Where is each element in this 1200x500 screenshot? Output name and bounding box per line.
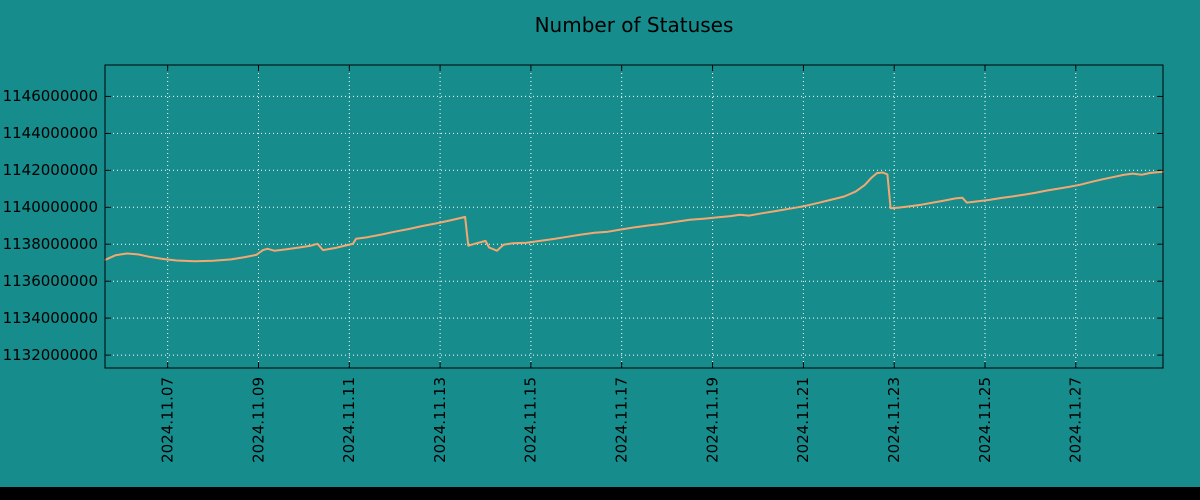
x-tick-label: 2024.11.23 xyxy=(885,377,903,463)
statuses-line-chart: Number of Statuses 2024.11.07 2024.11.09 2… xyxy=(3,13,1164,463)
y-tick-label: 1144000000 xyxy=(3,124,98,142)
x-tick-label: 2024.11.15 xyxy=(522,377,540,463)
statuses-series-line xyxy=(104,170,1164,263)
y-tick-label: 1146000000 xyxy=(3,87,98,105)
x-axis-labels: 2024.11.07 2024.11.09 2024.11.11 2024.11.13… xyxy=(159,377,1085,463)
x-tick-label: 2024.11.21 xyxy=(794,377,812,463)
x-tick-label: 2024.11.09 xyxy=(249,377,267,463)
x-tick-label: 2024.11.19 xyxy=(703,377,721,463)
y-tick-label: 1134000000 xyxy=(3,309,98,327)
chart-title: Number of Statuses xyxy=(535,13,734,37)
y-axis-labels: 1132000000 1134000000 1136000000 1138000000… xyxy=(3,87,98,364)
axis-ticks xyxy=(105,65,1163,368)
y-tick-label: 1132000000 xyxy=(3,346,98,364)
bottom-black-bar xyxy=(0,487,1200,500)
x-tick-label: 2024.11.27 xyxy=(1067,377,1085,463)
plot-border xyxy=(104,64,1164,369)
x-tick-label: 2024.11.25 xyxy=(976,377,994,463)
x-tick-label: 2024.11.11 xyxy=(340,377,358,463)
x-tick-label: 2024.11.17 xyxy=(613,377,631,463)
grid-lines xyxy=(105,65,1163,368)
x-tick-label: 2024.11.13 xyxy=(431,377,449,463)
y-tick-label: 1138000000 xyxy=(3,235,98,253)
y-tick-label: 1140000000 xyxy=(3,198,98,216)
y-tick-label: 1136000000 xyxy=(3,272,98,290)
x-tick-label: 2024.11.07 xyxy=(159,377,177,463)
y-tick-label: 1142000000 xyxy=(3,161,98,179)
